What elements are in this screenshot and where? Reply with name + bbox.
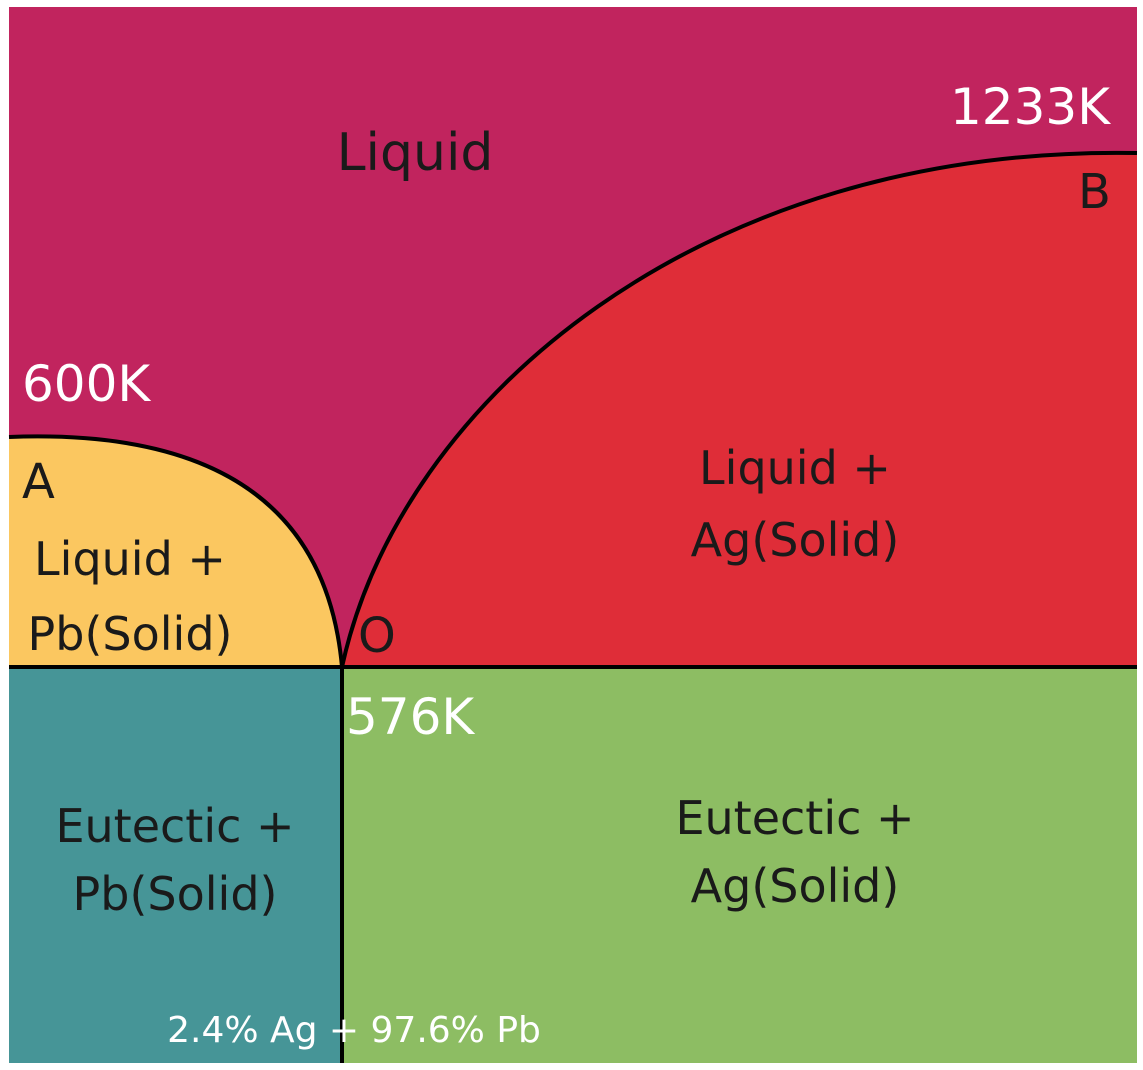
eutectic-pb-region [9,667,342,1063]
eutectic-ag-region [342,667,1137,1063]
eutectic-pb-label-line2: Pb(Solid) [73,867,278,921]
eutectic-temp-label: 576K [346,688,475,746]
liquid-pb-label-line2: Pb(Solid) [28,607,233,661]
liquid-ag-label-line1: Liquid + [699,441,891,495]
liquid-ag-label-line2: Ag(Solid) [691,513,900,567]
liquid-pb-label-line1: Liquid + [34,532,226,586]
point-b-label: B [1078,164,1111,220]
point-a-label: A [22,454,55,510]
pb-liquidus-curve [8,434,344,668]
eutectic-composition-label: 2.4% Ag + 97.6% Pb [167,1010,541,1051]
liquid-pb-region [9,436,342,667]
liquid-ag-region [342,152,1137,667]
eutectic-pb-label-line1: Eutectic + [55,799,294,853]
eutectic-ag-label-line2: Ag(Solid) [691,859,900,913]
liquid-label: Liquid [337,123,494,183]
ag-liquidus-curve [340,150,1138,668]
ag-melting-temp-label: 1233K [950,78,1111,136]
point-o-label: O [358,608,396,664]
pb-melting-temp-label: 600K [22,355,151,413]
eutectic-ag-label-line1: Eutectic + [675,791,914,845]
